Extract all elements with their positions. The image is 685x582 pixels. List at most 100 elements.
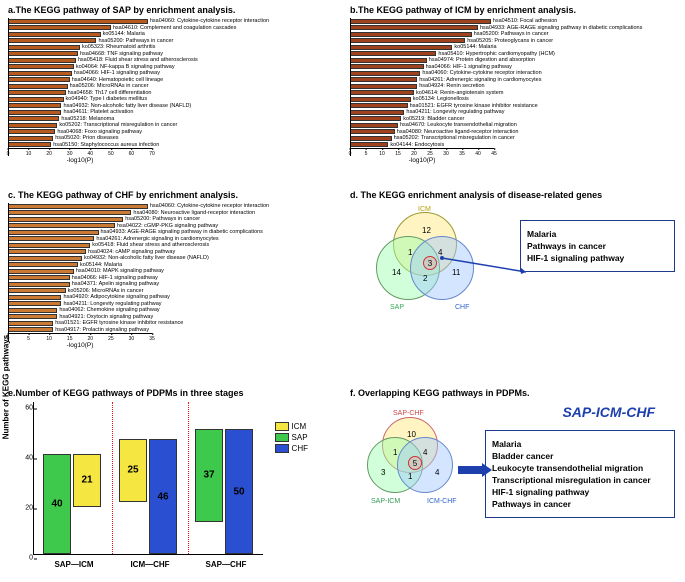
bar-row: hsa04211: Longevity regulating pathway bbox=[350, 109, 670, 115]
bar-row: ko05206: MicroRNAs in cancer bbox=[8, 288, 328, 294]
bar-label: hsa04510: Focal adhesion bbox=[493, 18, 558, 24]
bar-label: ko05418: Fluid shear stress and atherosc… bbox=[92, 242, 209, 248]
venn-region-count: 3 bbox=[423, 256, 437, 270]
enrich-bar bbox=[8, 269, 74, 274]
bar-label: hsa04933: AGE-RAGE signaling pathway in … bbox=[101, 229, 263, 235]
venn-region-count: 10 bbox=[407, 430, 416, 439]
bar-label: hsa04066: HIF-1 signaling pathway bbox=[72, 275, 158, 281]
x-tick: 20 bbox=[411, 151, 417, 157]
group-label: SAP—ICM bbox=[43, 560, 105, 569]
enrich-bar bbox=[350, 51, 436, 56]
bar-label: ko04932: Non-alcoholic fatty liver disea… bbox=[84, 255, 209, 261]
barchart-e: Number of KEGG pathways02040604021SAP—IC… bbox=[8, 402, 328, 572]
y-axis-label: Number of KEGG pathways bbox=[2, 335, 11, 439]
bar-label: hsa04670: Leukocyte transendothelial mig… bbox=[400, 122, 517, 128]
x-tick: 30 bbox=[443, 151, 449, 157]
enrich-bar bbox=[8, 288, 66, 293]
venn-label: CHF bbox=[455, 304, 469, 311]
bar-label: ko05144: Malaria bbox=[80, 262, 122, 268]
venn-region-count: 1 bbox=[393, 448, 397, 457]
panel-f-big-title: SAP-ICM-CHF bbox=[562, 404, 655, 420]
y-tick: 60 bbox=[8, 405, 33, 412]
box-item: Pathways in cancer bbox=[492, 499, 668, 509]
enrich-bar bbox=[8, 136, 53, 141]
x-tick: 0 bbox=[7, 151, 10, 157]
enrich-bar bbox=[350, 71, 420, 76]
enrich-bar bbox=[8, 249, 86, 254]
group-label: ICM—CHF bbox=[119, 560, 181, 569]
x-tick: 0 bbox=[349, 151, 352, 157]
bar-label: hsa04024: cAMP signaling pathway bbox=[88, 249, 175, 255]
box-item: Leukocyte transendothelial migration bbox=[492, 463, 668, 473]
venn-region-count: 4 bbox=[423, 448, 427, 457]
v-bar: 50 bbox=[225, 429, 253, 554]
venn-region-count: 4 bbox=[435, 468, 439, 477]
bar-label: hsa04060: Cytokine-cytokine receptor int… bbox=[150, 203, 269, 209]
bar-group: 2546 bbox=[119, 439, 177, 554]
bar-row: hsa05202: Transcriptional misregulation … bbox=[350, 135, 670, 141]
panel-f-box: MalariaBladder cancerLeukocyte transendo… bbox=[485, 430, 675, 518]
enrich-bar bbox=[8, 256, 82, 261]
y-tick: 40 bbox=[8, 455, 33, 462]
bar-label: hsa04658: Th17 cell differentiation bbox=[68, 90, 152, 96]
bar-row: hsa04668: TNF signaling pathway bbox=[8, 51, 328, 57]
x-tick: 35 bbox=[459, 151, 465, 157]
bar-row: hsa04658: Th17 cell differentiation bbox=[8, 90, 328, 96]
bar-label: ko05144: Malaria bbox=[103, 31, 145, 37]
enrich-bar bbox=[8, 243, 90, 248]
bar-label: hsa05200: Pathways in cancer bbox=[125, 216, 200, 222]
panel-e-title: e.Number of KEGG pathways of PDPMs in th… bbox=[8, 388, 338, 398]
bar-row: hsa04920: Adipocytokine signaling pathwa… bbox=[8, 294, 328, 300]
bar-row: hsa04510: Focal adhesion bbox=[350, 18, 670, 24]
bar-row: hsa04932: Non-alcoholic fatty liver dise… bbox=[8, 103, 328, 109]
bar-row: hsa05418: Fluid shear stress and atheros… bbox=[8, 57, 328, 63]
enrich-bar bbox=[8, 321, 53, 326]
enrich-bar bbox=[8, 110, 61, 115]
enrich-bar bbox=[8, 275, 70, 280]
bar-row: hsa04022: cGMP-PKG signaling pathway bbox=[8, 223, 328, 229]
bar-row: hsa04010: MAPK signaling pathway bbox=[8, 268, 328, 274]
box-item: Malaria bbox=[492, 439, 668, 449]
panel-d-title: d. The KEGG enrichment analysis of disea… bbox=[350, 190, 680, 200]
bar-row: hsa04060: Cytokine-cytokine receptor int… bbox=[350, 70, 670, 76]
enrich-bar bbox=[8, 25, 111, 30]
bar-label: hsa01521: EGFR tyrosine kinase inhibitor… bbox=[410, 103, 538, 109]
enrich-bar bbox=[8, 223, 115, 228]
enrich-bar bbox=[8, 301, 61, 306]
bar-row: hsa04080: Neuroactive ligand-receptor in… bbox=[350, 129, 670, 135]
bar-label: hsa04933: AGE-RAGE signaling pathway in … bbox=[480, 25, 642, 31]
legend-item: ICM bbox=[275, 422, 308, 431]
x-tick: 15 bbox=[395, 151, 401, 157]
bar-label: hsa05020: Prion diseases bbox=[55, 135, 118, 141]
bar-label: hsa04211: Longevity regulating pathway bbox=[406, 109, 504, 115]
enrich-bar bbox=[8, 32, 101, 37]
x-tick: 20 bbox=[46, 151, 52, 157]
enrich-bar bbox=[8, 210, 131, 215]
bar-label: hsa05202: Transcriptional misregulation … bbox=[394, 135, 515, 141]
x-tick: 40 bbox=[475, 151, 481, 157]
bar-row: ko05144: Malaria bbox=[8, 31, 328, 37]
bar-row: hsa04933: AGE-RAGE signaling pathway in … bbox=[8, 229, 328, 235]
bar-label: hsa04611: Platelet activation bbox=[63, 109, 133, 115]
enrich-bar bbox=[350, 129, 395, 134]
bar-row: ko04064: NF-kappa B signaling pathway bbox=[8, 64, 328, 70]
bar-row: hsa04068: Foxo signaling pathway bbox=[8, 129, 328, 135]
venn-label: ICM-CHF bbox=[427, 498, 457, 505]
panel-b: b.The KEGG pathway of ICM by enrichment … bbox=[350, 5, 680, 164]
bar-row: hsa05206: MicroRNAs in cancer bbox=[8, 83, 328, 89]
bar-label: hsa04066: HIF-1 signaling pathway bbox=[74, 70, 160, 76]
enrich-bar bbox=[8, 262, 78, 267]
bar-row: hsa04974: Protein digestion and absorpti… bbox=[350, 57, 670, 63]
bar-row: hsa04066: HIF-1 signaling pathway bbox=[8, 275, 328, 281]
box-item: Pathways in cancer bbox=[527, 241, 668, 251]
bar-label: hsa04060: Cytokine-cytokine receptor int… bbox=[422, 70, 541, 76]
bar-label: ko04064: NF-kappa B signaling pathway bbox=[76, 64, 175, 70]
bar-row: hsa05020: Prion diseases bbox=[8, 135, 328, 141]
x-tick: 70 bbox=[149, 151, 155, 157]
legend-item: CHF bbox=[275, 444, 308, 453]
box-item: Malaria bbox=[527, 229, 668, 239]
bar-row: hsa04611: Platelet activation bbox=[8, 109, 328, 115]
venn-f: 10145314SAP-CHFSAP-ICMICM-CHF bbox=[355, 410, 470, 505]
bar-label: hsa04924: Renin secretion bbox=[419, 83, 484, 89]
divider bbox=[112, 402, 113, 554]
